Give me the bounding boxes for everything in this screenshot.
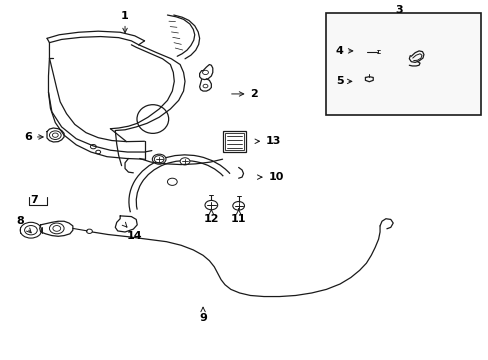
Text: 3: 3: [395, 5, 403, 15]
Circle shape: [180, 158, 189, 165]
Circle shape: [204, 201, 217, 210]
Text: 12: 12: [203, 209, 219, 224]
Text: 6: 6: [24, 132, 43, 142]
Text: 13: 13: [254, 136, 281, 146]
Bar: [225, 133, 244, 150]
Text: 9: 9: [199, 307, 206, 323]
Text: 4: 4: [335, 46, 352, 56]
Text: 10: 10: [257, 172, 284, 182]
Text: 1: 1: [121, 11, 129, 33]
Text: 14: 14: [122, 222, 142, 240]
Bar: [223, 131, 246, 152]
Circle shape: [152, 154, 165, 164]
Text: 7: 7: [30, 195, 38, 205]
Circle shape: [49, 223, 64, 234]
Bar: [326, 13, 481, 116]
Text: 5: 5: [335, 76, 351, 86]
Circle shape: [413, 45, 474, 89]
Circle shape: [232, 202, 244, 210]
Text: 11: 11: [230, 209, 246, 224]
Text: 2: 2: [231, 89, 258, 99]
Text: 8: 8: [16, 216, 31, 233]
Circle shape: [20, 222, 41, 238]
